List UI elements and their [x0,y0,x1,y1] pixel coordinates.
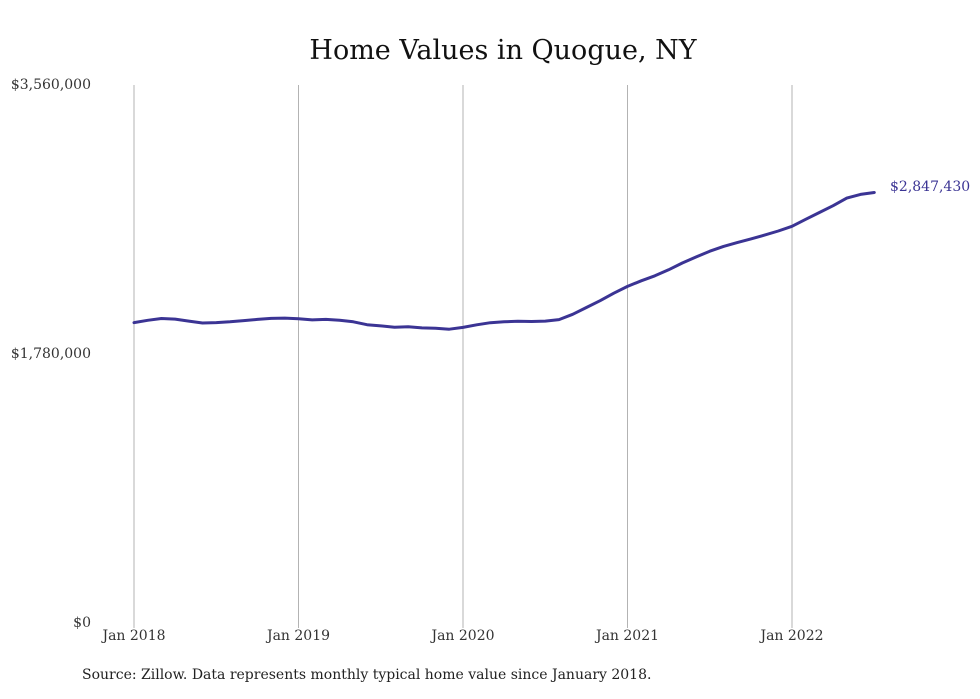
x-axis: Jan 2018 Jan 2019 Jan 2020 Jan 2021 Jan 2022 [100,628,823,644]
series-line [132,191,876,331]
x-tick-label: Jan 2018 [100,628,165,644]
y-axis: $3,560,000 $1,780,000 $0 [11,77,91,631]
y-tick-label: $0 [73,615,91,631]
chart-title: Home Values in Quogue, NY [309,35,697,66]
x-tick-label: Jan 2020 [429,628,494,644]
x-tick-label: Jan 2022 [758,628,823,644]
y-tick-label: $1,780,000 [11,346,91,362]
x-tick-label: Jan 2019 [265,628,330,644]
x-tick-label: Jan 2021 [594,628,659,644]
source-note: Source: Zillow. Data represents monthly … [82,667,652,683]
y-tick-label: $3,560,000 [11,77,91,93]
end-value-label: $2,847,430 [890,179,970,195]
gridlines [133,85,793,628]
